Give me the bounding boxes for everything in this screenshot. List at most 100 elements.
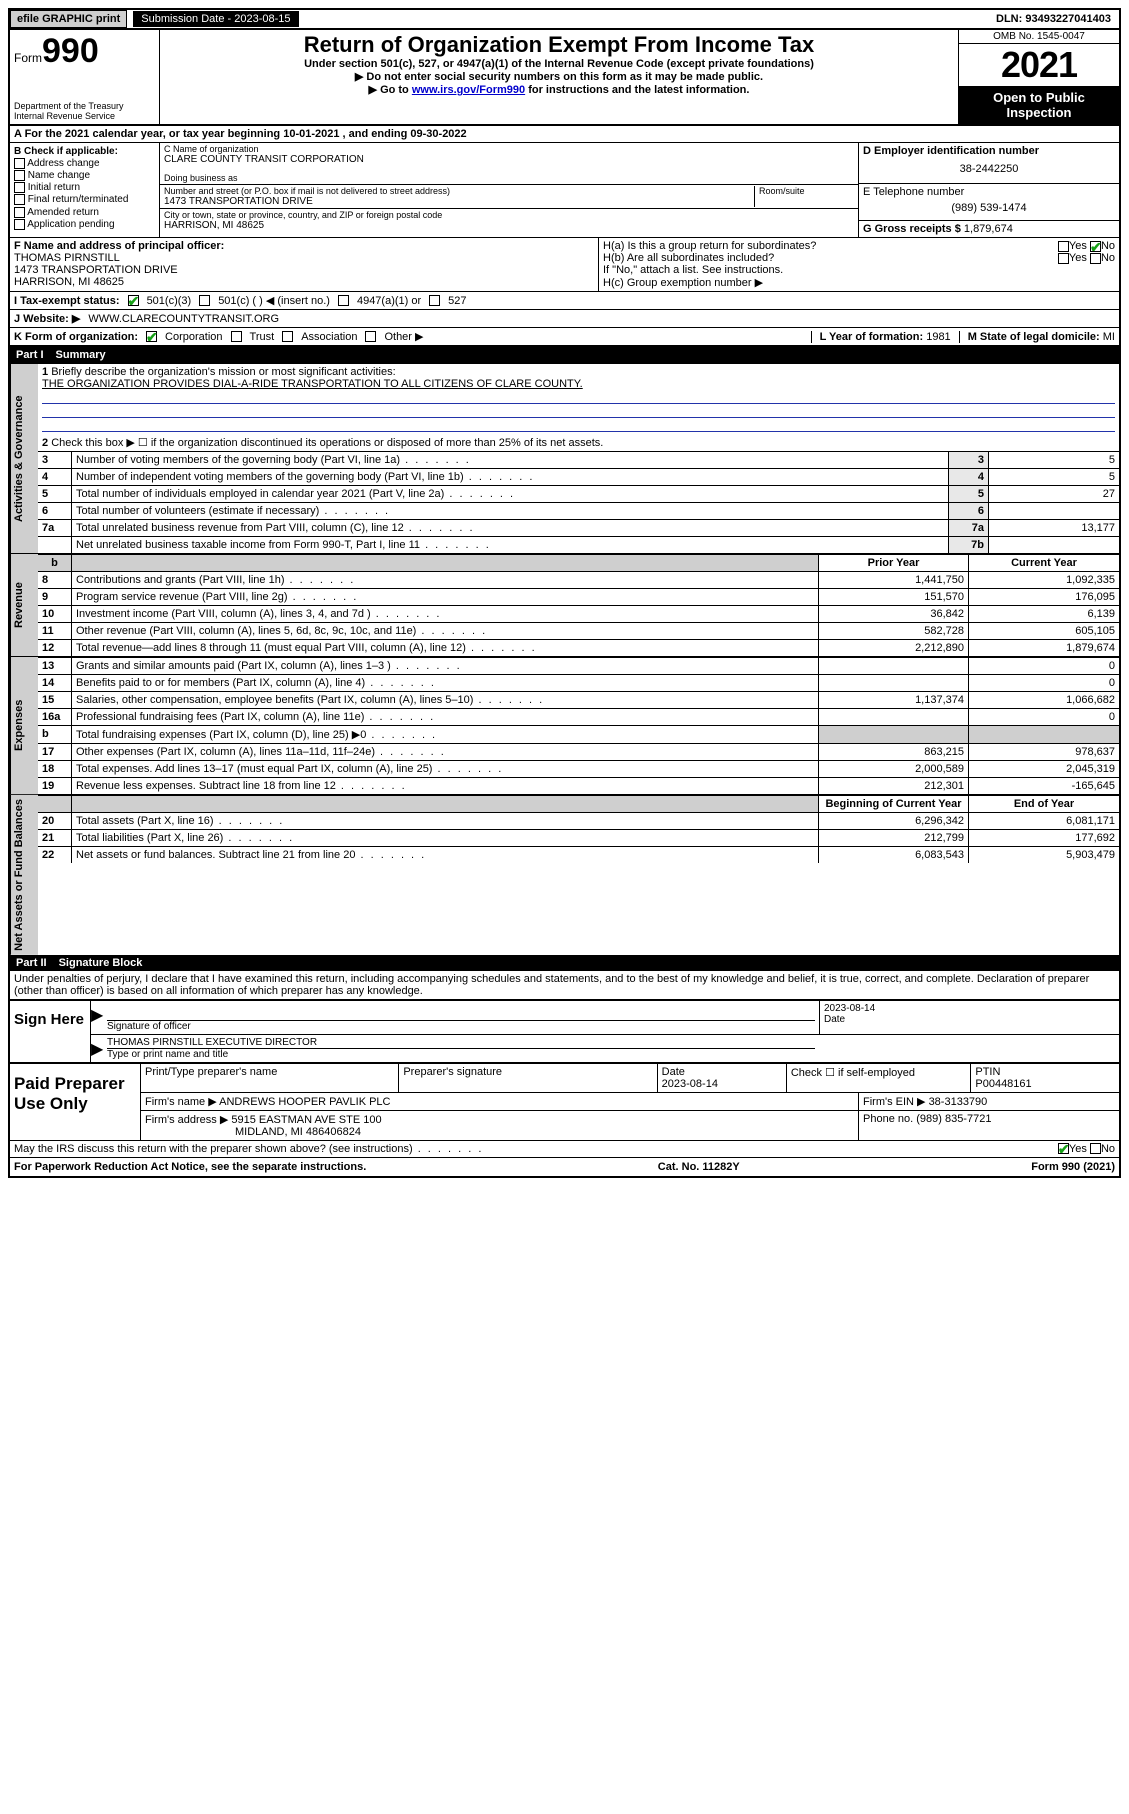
activities-body: 1 Briefly describe the organization's mi… — [38, 364, 1119, 553]
footer-cat: Cat. No. 11282Y — [658, 1161, 740, 1173]
cb-pending: Application pending — [14, 219, 155, 230]
prep-h3-value: 2023-08-14 — [662, 1078, 718, 1090]
cb-501c3[interactable] — [128, 295, 139, 306]
footer-form: Form 990 (2021) — [1031, 1161, 1115, 1173]
fin-text: Total revenue—add lines 8 through 11 (mu… — [72, 640, 819, 656]
hb-no-box[interactable] — [1090, 253, 1101, 264]
sig-date-cell: 2023-08-14 Date — [819, 1001, 1119, 1034]
firm-phone-value: (989) 835-7721 — [916, 1113, 991, 1125]
fin-prior: 6,083,543 — [819, 847, 969, 863]
year-cell: OMB No. 1545-0047 2021 Open to Public In… — [959, 30, 1119, 124]
row-num: 5 — [38, 486, 72, 502]
ha-no-box[interactable] — [1090, 241, 1101, 252]
summary-row: 3 Number of voting members of the govern… — [38, 451, 1119, 468]
fin-prior: 151,570 — [819, 589, 969, 605]
cb-address-box[interactable] — [14, 158, 25, 169]
discuss-no-box[interactable] — [1090, 1143, 1101, 1154]
sig-line[interactable] — [107, 1003, 815, 1021]
officer-cell: F Name and address of principal officer:… — [10, 238, 599, 291]
cb-4947[interactable] — [338, 295, 349, 306]
part-ii-title: Signature Block — [59, 957, 143, 969]
row-val: 5 — [989, 469, 1119, 485]
row-key: 3 — [949, 452, 989, 468]
cb-501c[interactable] — [199, 295, 210, 306]
lbl-corp: Corporation — [165, 331, 222, 343]
fin-row: 10 Investment income (Part VIII, column … — [38, 605, 1119, 622]
summary-row: 7a Total unrelated business revenue from… — [38, 519, 1119, 536]
row-val — [989, 503, 1119, 519]
prep-h5-label: PTIN — [975, 1066, 1000, 1078]
cb-trust[interactable] — [231, 331, 242, 342]
fin-row: 18 Total expenses. Add lines 13–17 (must… — [38, 760, 1119, 777]
discuss-yes-box[interactable] — [1058, 1143, 1069, 1154]
prep-h1: Print/Type preparer's name — [141, 1064, 399, 1092]
j-label: J Website: ▶ — [14, 312, 80, 325]
fin-curr: 5,903,479 — [969, 847, 1119, 863]
fin-row: 21 Total liabilities (Part X, line 26) 2… — [38, 829, 1119, 846]
cb-address: Address change — [14, 158, 155, 169]
gross-cell: G Gross receipts $ 1,879,674 — [859, 221, 1119, 237]
fin-curr: 1,879,674 — [969, 640, 1119, 656]
cb-corp[interactable] — [146, 331, 157, 342]
officer-row: F Name and address of principal officer:… — [10, 237, 1119, 291]
m-cell: M State of legal domicile: MI — [959, 331, 1115, 343]
warn-link-post: for instructions and the latest informat… — [525, 84, 749, 96]
cb-527[interactable] — [429, 295, 440, 306]
fin-num: 12 — [38, 640, 72, 656]
cb-final: Final return/terminated — [14, 194, 155, 205]
dln-value: 93493227041403 — [1025, 13, 1111, 25]
row-key: 4 — [949, 469, 989, 485]
prep-h2: Preparer's signature — [399, 1064, 657, 1092]
cb-initial: Initial return — [14, 182, 155, 193]
row-text: Net unrelated business taxable income fr… — [72, 537, 949, 553]
cb-amended-box[interactable] — [14, 207, 25, 218]
fin-curr: 176,095 — [969, 589, 1119, 605]
fin-text: Total assets (Part X, line 16) — [72, 813, 819, 829]
cb-assoc[interactable] — [282, 331, 293, 342]
fin-row: 8 Contributions and grants (Part VIII, l… — [38, 571, 1119, 588]
prep-h5: PTINP00448161 — [971, 1064, 1119, 1092]
row-num: 7a — [38, 520, 72, 536]
sig-row-2: ▶ THOMAS PIRNSTILL EXECUTIVE DIRECTOR Ty… — [91, 1035, 1119, 1062]
prep-h3-label: Date — [662, 1066, 685, 1078]
cb-final-box[interactable] — [14, 194, 25, 205]
row-num: 3 — [38, 452, 72, 468]
cb-pending-box[interactable] — [14, 219, 25, 230]
cb-other[interactable] — [365, 331, 376, 342]
cb-name-box[interactable] — [14, 170, 25, 181]
fin-num: 21 — [38, 830, 72, 846]
right-column: D Employer identification number 38-2442… — [859, 143, 1119, 237]
firm-ein-cell: Firm's EIN ▶ 38-3133790 — [859, 1093, 1119, 1110]
warn-link: ▶ Go to www.irs.gov/Form990 for instruct… — [164, 83, 954, 96]
website-value: WWW.CLARECOUNTYTRANSIT.ORG — [88, 313, 279, 325]
fin-curr: 0 — [969, 658, 1119, 674]
lbl-other: Other ▶ — [384, 330, 423, 343]
summary-row: 4 Number of independent voting members o… — [38, 468, 1119, 485]
firm-phone-label: Phone no. — [863, 1113, 916, 1125]
side-activities: Activities & Governance — [10, 364, 38, 553]
m-value: MI — [1103, 331, 1115, 343]
row-klm: K Form of organization: Corporation Trus… — [10, 327, 1119, 347]
side-expenses: Expenses — [10, 657, 38, 794]
hb-yes-box[interactable] — [1058, 253, 1069, 264]
fin-curr: 978,637 — [969, 744, 1119, 760]
ha-yes-box[interactable] — [1058, 241, 1069, 252]
firm-name-value: ANDREWS HOOPER PAVLIK PLC — [219, 1096, 390, 1108]
hb-label: H(b) Are all subordinates included? — [603, 252, 774, 264]
row-val: 13,177 — [989, 520, 1119, 536]
cb-initial-box[interactable] — [14, 182, 25, 193]
fin-curr: 1,066,682 — [969, 692, 1119, 708]
firm-addr1: 5915 EASTMAN AVE STE 100 — [231, 1114, 381, 1126]
fin-prior: 2,000,589 — [819, 761, 969, 777]
fin-row: 19 Revenue less expenses. Subtract line … — [38, 777, 1119, 794]
fin-text: Revenue less expenses. Subtract line 18 … — [72, 778, 819, 794]
efile-print-button[interactable]: efile GRAPHIC print — [10, 10, 127, 28]
arrow-icon-1: ▶ — [91, 1001, 103, 1034]
footer-pra: For Paperwork Reduction Act Notice, see … — [14, 1161, 366, 1173]
irs-link[interactable]: www.irs.gov/Form990 — [412, 84, 525, 96]
row-key: 7b — [949, 537, 989, 553]
fin-row: 20 Total assets (Part X, line 16) 6,296,… — [38, 812, 1119, 829]
fin-num: 14 — [38, 675, 72, 691]
section-activities: Activities & Governance 1 Briefly descri… — [10, 363, 1119, 553]
prep-addr-row: Firm's address ▶ 5915 EASTMAN AVE STE 10… — [141, 1111, 1119, 1140]
